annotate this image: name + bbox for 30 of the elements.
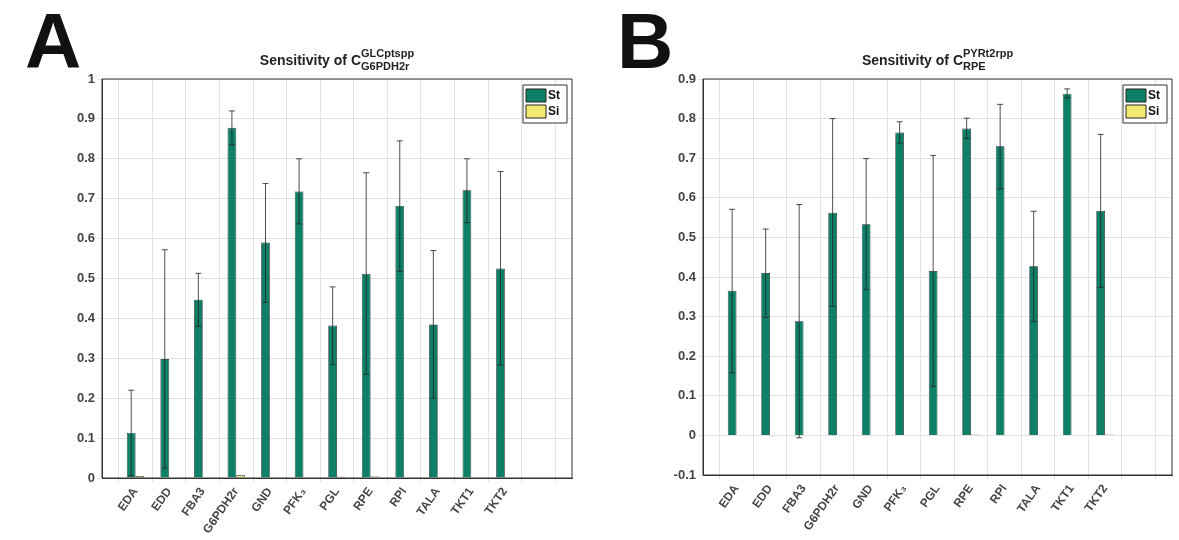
y-tick-label: 0.9: [76, 110, 95, 126]
legend-label: St: [1148, 88, 1160, 103]
y-tick-label: 0.1: [677, 387, 696, 403]
y-tick-label: -0.1: [673, 466, 696, 482]
y-tick-label: 0.6: [76, 230, 95, 246]
y-tick-label: 0.4: [677, 268, 697, 284]
legend-label: St: [548, 88, 560, 103]
y-tick-label: 0.5: [76, 270, 95, 286]
y-tick-label: 0.2: [76, 389, 95, 405]
legend-label: Si: [548, 104, 560, 119]
y-tick-label: 0.5: [677, 228, 696, 244]
y-tick-label: 1: [87, 70, 95, 86]
y-tick-label: 0.4: [76, 309, 96, 325]
y-tick-label: 0.9: [677, 70, 696, 86]
y-tick-label: 0: [87, 469, 95, 485]
y-tick-label: 0.7: [76, 190, 95, 206]
y-tick-label: 0.2: [677, 347, 696, 363]
y-tick-label: 0.3: [677, 308, 696, 324]
y-tick-label: 0.7: [677, 149, 696, 165]
y-tick-label: 0.6: [677, 189, 696, 205]
y-tick-label: 0: [688, 426, 696, 442]
y-tick-label: 0.8: [677, 110, 696, 126]
y-tick-label: 0.3: [76, 349, 95, 365]
y-tick-label: 0.8: [76, 150, 95, 166]
x-tick-label: RPI: [386, 484, 410, 510]
text: A: [25, 0, 82, 85]
x-tick-label: RPI: [986, 481, 1010, 507]
legend-label: Si: [1148, 104, 1160, 119]
y-tick-label: 0.1: [76, 429, 95, 445]
text: B: [617, 0, 674, 85]
